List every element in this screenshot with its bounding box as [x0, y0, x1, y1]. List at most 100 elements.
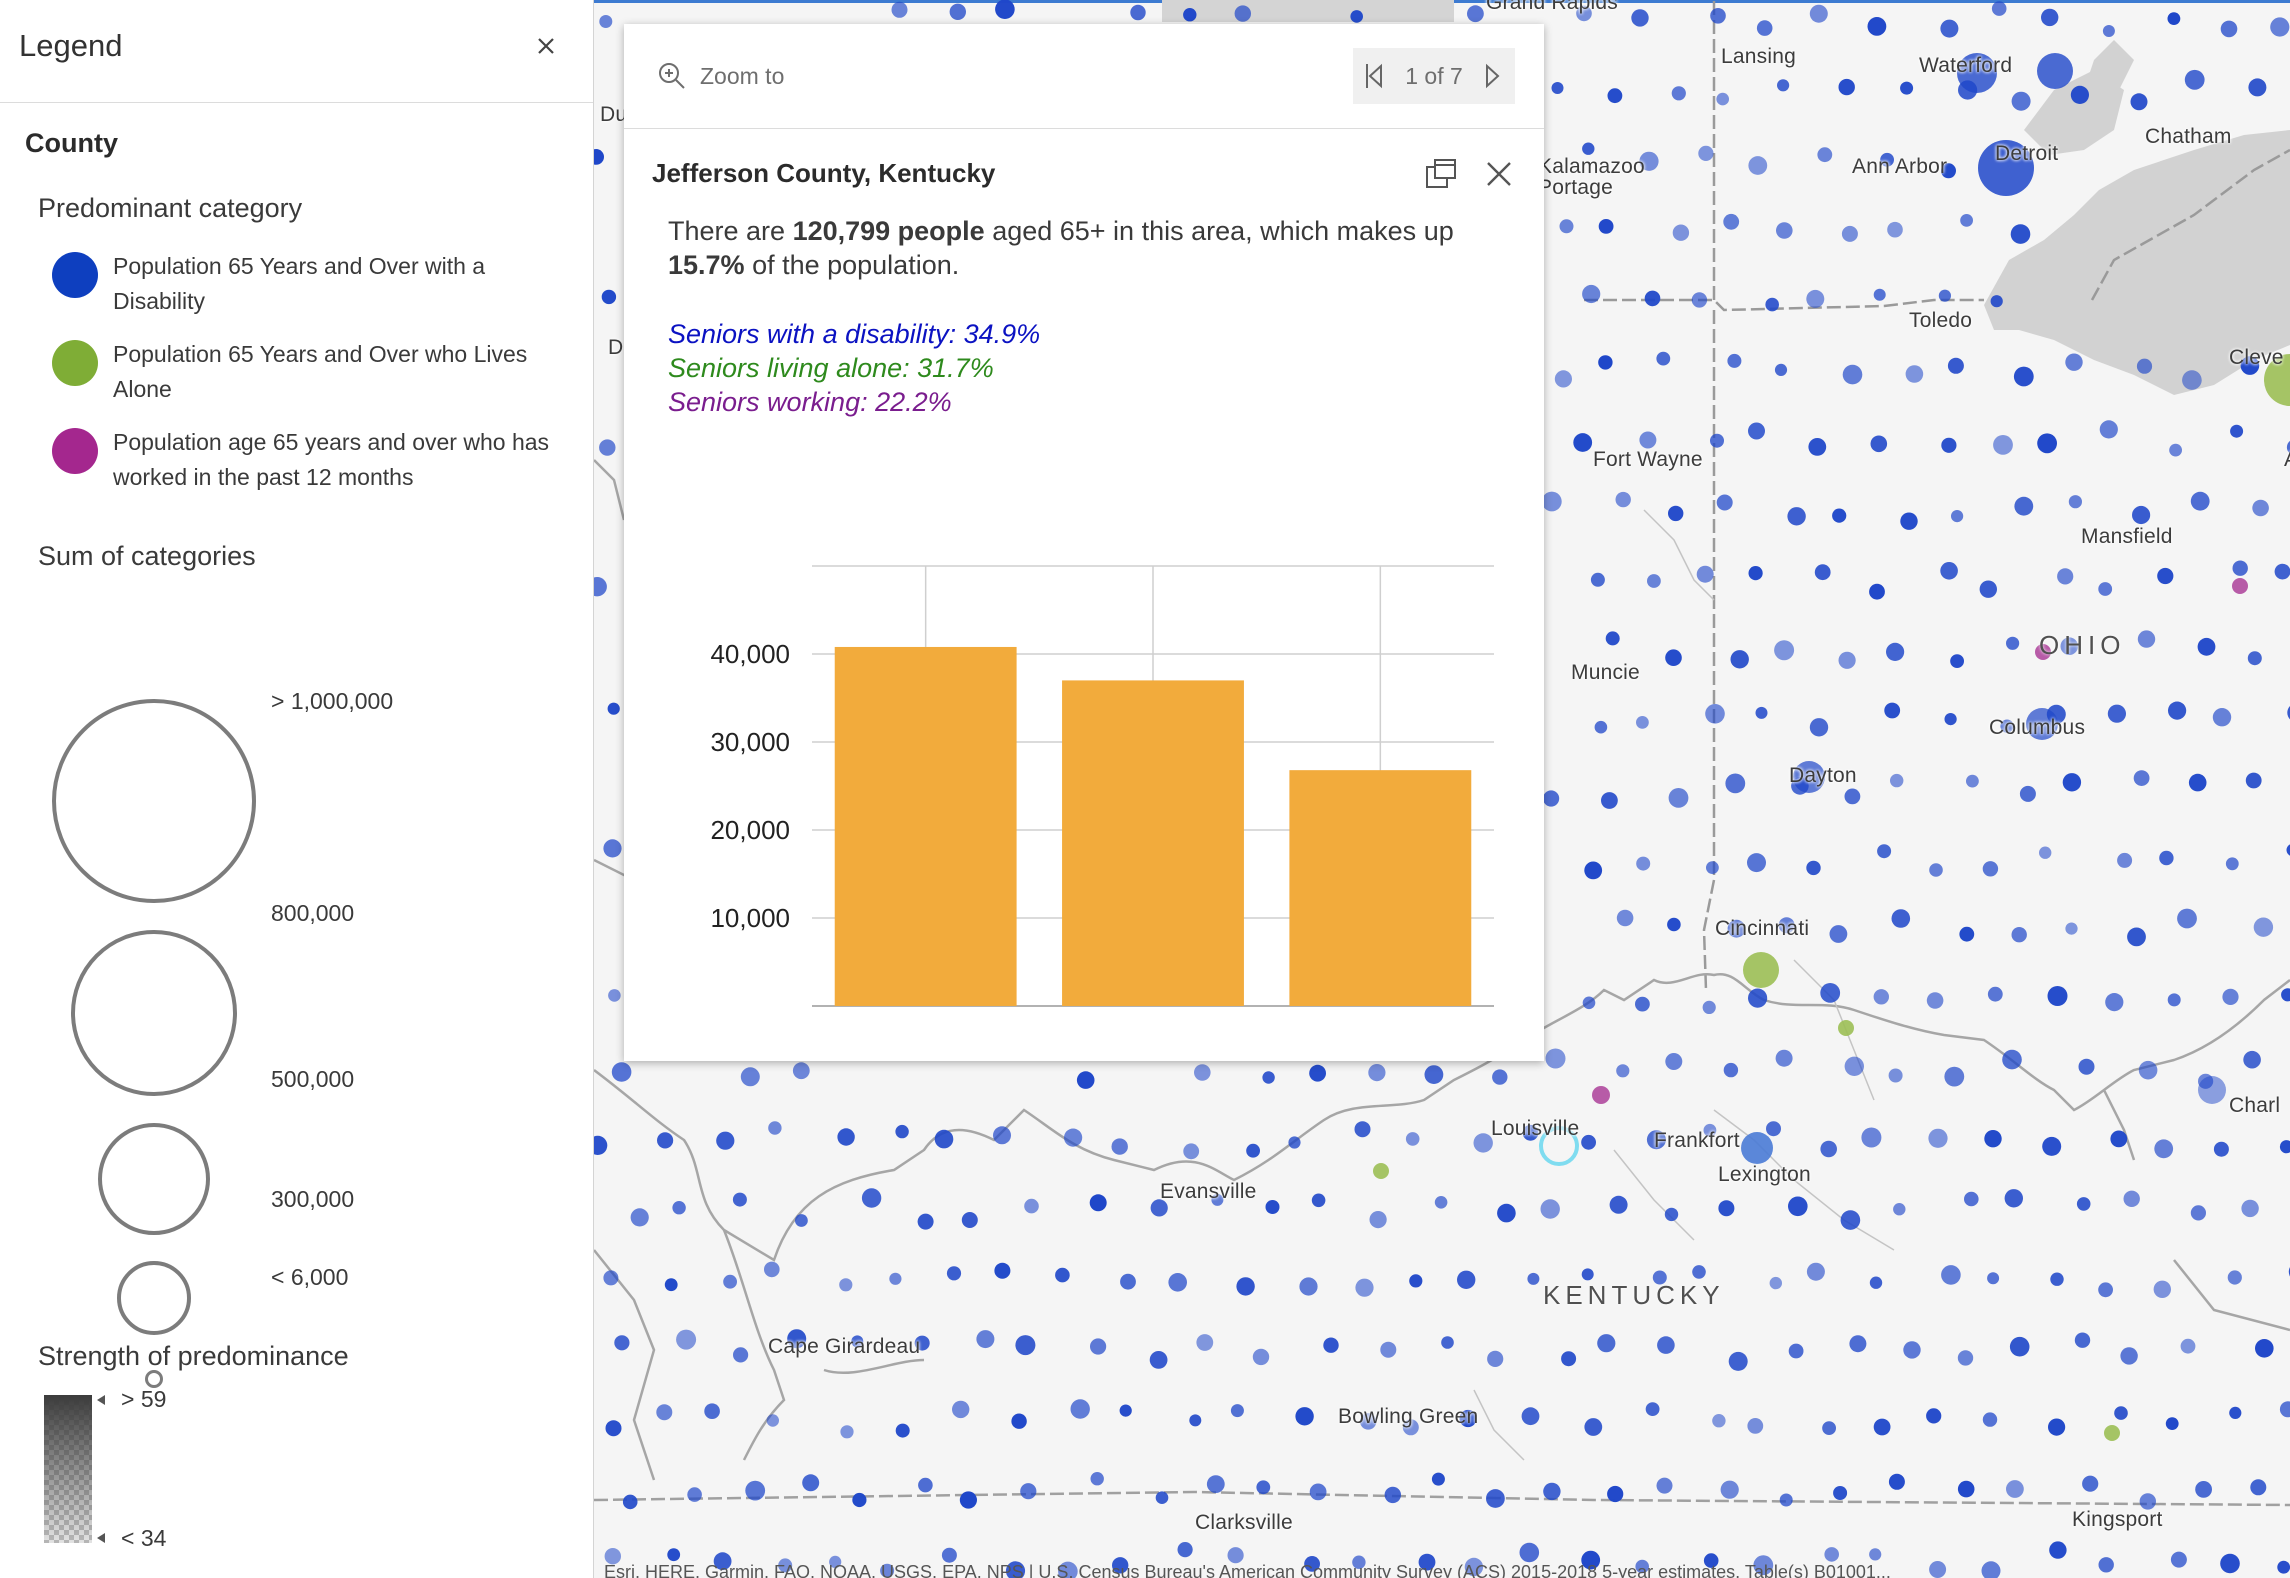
map-dot[interactable] — [1355, 1278, 1374, 1297]
map-dot[interactable] — [2213, 1141, 2229, 1157]
map-dot[interactable] — [1890, 773, 1904, 788]
map-dot[interactable] — [2057, 568, 2074, 585]
map-dot[interactable] — [2190, 1205, 2206, 1221]
map-dot[interactable] — [2107, 704, 2126, 723]
map-dot[interactable] — [1196, 1334, 1214, 1351]
map-dot[interactable] — [1712, 1414, 1726, 1428]
map-dot[interactable] — [1431, 1472, 1445, 1486]
map-dot[interactable] — [630, 1208, 649, 1227]
map-dot[interactable] — [657, 1132, 674, 1149]
map-dot[interactable] — [1838, 651, 1856, 669]
map-dot[interactable] — [2099, 420, 2118, 439]
map-dot[interactable] — [1981, 1561, 2001, 1578]
map-dot[interactable] — [2252, 499, 2269, 517]
map-dot[interactable] — [2198, 1076, 2226, 1104]
close-icon[interactable] — [1483, 158, 1515, 190]
map-dot[interactable] — [1888, 1068, 1903, 1083]
map-dot[interactable] — [1635, 996, 1650, 1012]
map-dot[interactable] — [2232, 578, 2248, 594]
map-dot[interactable] — [1741, 1132, 1773, 1164]
map-dot[interactable] — [1635, 1559, 1649, 1574]
map-dot[interactable] — [1710, 433, 1724, 448]
map-dot[interactable] — [1058, 1561, 1078, 1578]
map-dot[interactable] — [1979, 580, 1998, 598]
map-dot[interactable] — [1607, 1485, 1624, 1503]
map-dot[interactable] — [2157, 567, 2174, 585]
map-dot[interactable] — [1594, 720, 1608, 734]
map-dot[interactable] — [880, 1563, 895, 1578]
map-dot[interactable] — [764, 1261, 780, 1278]
map-dot[interactable] — [1309, 1064, 1326, 1082]
map-dot[interactable] — [1230, 1404, 1244, 1418]
map-dot[interactable] — [1869, 1548, 1882, 1561]
map-dot[interactable] — [2264, 354, 2290, 406]
map-dot[interactable] — [1311, 1193, 1326, 1208]
map-dot[interactable] — [2076, 1197, 2091, 1211]
map-dot[interactable] — [2177, 908, 2197, 929]
map-dot[interactable] — [2019, 785, 2036, 802]
map-dot[interactable] — [1808, 438, 1827, 456]
map-dot[interactable] — [2274, 563, 2290, 580]
map-dot[interactable] — [1716, 494, 1733, 511]
map-dot[interactable] — [1990, 295, 2003, 308]
map-dot[interactable] — [1551, 82, 1564, 94]
map-dot[interactable] — [1788, 1196, 1808, 1217]
map-dot[interactable] — [1607, 88, 1623, 104]
map-dot[interactable] — [2104, 1425, 2120, 1441]
map-dot[interactable] — [1168, 1273, 1187, 1292]
map-dot[interactable] — [1941, 437, 1957, 453]
map-dot[interactable] — [1459, 1409, 1477, 1428]
map-dot[interactable] — [2074, 1332, 2091, 1348]
map-dot[interactable] — [1541, 491, 1562, 512]
map-dot[interactable] — [1605, 631, 1620, 646]
map-dot[interactable] — [1150, 1199, 1168, 1217]
map-dot[interactable] — [1262, 1071, 1275, 1084]
map-dot[interactable] — [608, 989, 621, 1002]
map-dot[interactable] — [1592, 1086, 1610, 1104]
map-dot[interactable] — [1769, 1276, 1783, 1290]
map-dot[interactable] — [740, 1067, 760, 1087]
map-dot[interactable] — [2011, 91, 2031, 111]
map-dot[interactable] — [2037, 433, 2057, 454]
map-dot[interactable] — [1581, 1550, 1601, 1570]
map-dot[interactable] — [2102, 25, 2115, 37]
map-dot[interactable] — [2169, 443, 2182, 457]
map-dot[interactable] — [851, 1335, 864, 1348]
map-dot[interactable] — [1664, 1207, 1679, 1222]
map-dot[interactable] — [1747, 1418, 1764, 1434]
map-dot[interactable] — [2197, 637, 2216, 656]
map-dot[interactable] — [2014, 496, 2034, 516]
map-dot[interactable] — [2035, 644, 2051, 660]
map-dot[interactable] — [839, 1278, 853, 1292]
map-dot[interactable] — [2153, 1280, 2171, 1299]
map-dot[interactable] — [687, 1487, 702, 1502]
map-dot[interactable] — [2180, 1338, 2196, 1354]
map-dot[interactable] — [1838, 1020, 1854, 1036]
map-dot[interactable] — [1120, 1273, 1136, 1290]
map-dot[interactable] — [787, 1329, 807, 1349]
map-dot[interactable] — [1647, 574, 1661, 588]
map-dot[interactable] — [2133, 770, 2150, 786]
previous-icon[interactable] — [1363, 62, 1385, 90]
map-dot[interactable] — [2078, 1058, 2095, 1075]
map-dot[interactable] — [1005, 1561, 1026, 1578]
map-dot[interactable] — [1380, 1341, 1397, 1358]
map-dot[interactable] — [961, 1212, 978, 1228]
map-dot[interactable] — [1755, 706, 1768, 719]
map-dot[interactable] — [1993, 435, 2013, 455]
map-dot[interactable] — [1926, 1408, 1942, 1424]
map-dot[interactable] — [1064, 1128, 1083, 1147]
map-dot[interactable] — [1748, 988, 1768, 1008]
map-dot[interactable] — [949, 3, 966, 20]
map-dot[interactable] — [1360, 1413, 1377, 1430]
map-dot[interactable] — [1887, 221, 1903, 238]
map-dot[interactable] — [1928, 1128, 1948, 1148]
map-dot[interactable] — [802, 1474, 820, 1492]
map-dot[interactable] — [1639, 151, 1659, 171]
map-dot[interactable] — [1870, 435, 1888, 453]
map-dot[interactable] — [1957, 53, 1997, 93]
map-dot[interactable] — [1793, 761, 1825, 793]
map-dot[interactable] — [952, 1400, 970, 1419]
map-dot[interactable] — [2068, 495, 2082, 509]
map-dot[interactable] — [891, 1, 908, 18]
